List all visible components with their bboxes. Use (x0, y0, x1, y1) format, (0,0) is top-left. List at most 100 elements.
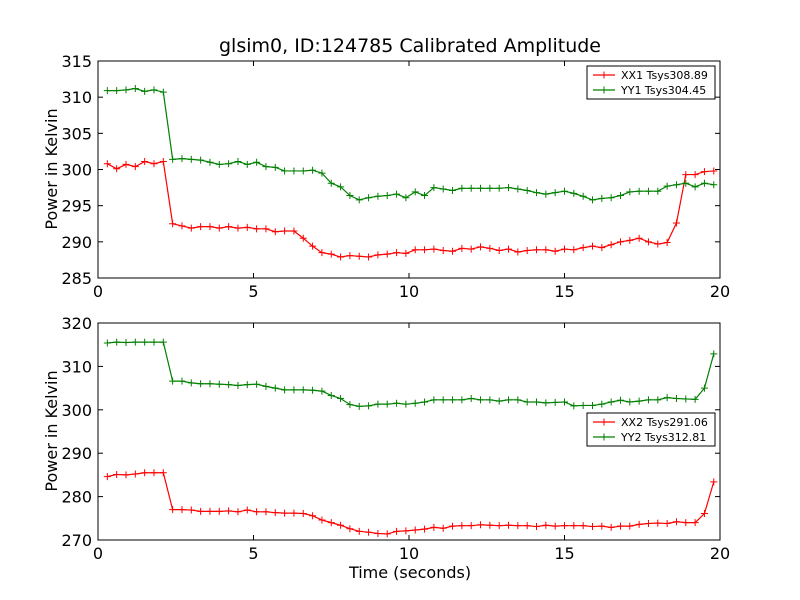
legend-label: YY1 Tsys304.45 (620, 84, 706, 97)
data-point (449, 247, 457, 255)
data-point (365, 528, 373, 536)
data-point (290, 386, 298, 394)
data-point (243, 506, 251, 514)
data-point (187, 224, 195, 232)
data-point (672, 395, 680, 403)
legend-label: YY2 Tsys312.81 (620, 431, 706, 444)
data-point (337, 183, 345, 191)
data-point (477, 243, 485, 251)
data-point (197, 223, 205, 231)
series-markers-2 (103, 84, 718, 204)
data-point (150, 469, 158, 477)
data-point (523, 398, 531, 406)
y-tick-label: 310 (61, 88, 92, 107)
data-point (393, 399, 401, 407)
data-point (598, 522, 606, 530)
data-point (113, 338, 121, 346)
data-point (346, 401, 354, 409)
data-point (411, 188, 419, 196)
legend-item-2: YY1 Tsys304.45 (593, 84, 706, 97)
data-point (122, 160, 130, 168)
data-point (131, 163, 139, 171)
data-point (523, 522, 531, 530)
data-point (458, 522, 466, 530)
data-point (672, 219, 680, 227)
data-point (169, 506, 177, 514)
data-point (616, 192, 624, 200)
data-point (113, 470, 121, 478)
data-point (309, 386, 317, 394)
data-point (337, 521, 345, 529)
data-point (159, 88, 167, 96)
data-point (626, 236, 634, 244)
data-point (150, 86, 158, 94)
data-point (588, 196, 596, 204)
data-point (197, 507, 205, 515)
data-point (570, 246, 578, 254)
data-point (495, 397, 503, 405)
data-point (588, 523, 596, 531)
data-point (700, 179, 708, 187)
data-point (103, 87, 111, 95)
data-point (225, 381, 233, 389)
data-point (365, 253, 373, 261)
data-point (467, 245, 475, 253)
y-tick-label: 310 (61, 357, 92, 376)
data-point (383, 400, 391, 408)
y-tick-label: 270 (61, 531, 92, 550)
data-point (458, 244, 466, 252)
data-point (374, 529, 382, 537)
data-point (225, 160, 233, 168)
data-point (215, 224, 223, 232)
data-point (253, 508, 261, 516)
data-point (299, 510, 307, 518)
data-point (635, 397, 643, 405)
data-point (374, 251, 382, 259)
data-point (243, 160, 251, 168)
data-point (561, 398, 568, 406)
y-tick-label: 280 (61, 488, 92, 507)
data-point (579, 192, 587, 200)
data-point (542, 190, 550, 198)
data-point (337, 395, 345, 403)
data-point (309, 512, 317, 520)
data-point (150, 160, 158, 168)
data-point (514, 185, 522, 193)
plot-area-bottom: 0 5 10 15 20 270 280 290 300 310 320 XX2 Tsys291.06… (61, 314, 730, 563)
data-point (206, 158, 214, 166)
data-point (477, 521, 485, 529)
data-point (290, 227, 298, 235)
data-point (644, 187, 652, 195)
data-point (533, 246, 541, 254)
data-point (225, 507, 233, 515)
data-point (663, 182, 671, 190)
x-tick-label: 15 (554, 544, 574, 563)
data-point (523, 186, 531, 194)
data-point (663, 239, 671, 247)
data-point (262, 382, 270, 390)
data-point (710, 167, 718, 175)
data-point (159, 158, 167, 166)
data-point (262, 225, 270, 233)
data-point (355, 196, 363, 204)
data-point (439, 524, 447, 532)
data-point (486, 184, 494, 192)
data-point (700, 384, 708, 392)
data-point (542, 246, 550, 254)
data-point (365, 402, 373, 410)
legend-label: XX1 Tsys308.89 (621, 69, 708, 82)
data-point (131, 84, 139, 92)
data-point (486, 244, 494, 252)
data-point (234, 158, 242, 166)
data-point (616, 522, 624, 530)
data-point (449, 186, 457, 194)
data-point (710, 181, 718, 189)
data-point (271, 384, 279, 392)
legend-item-1: XX2 Tsys291.06 (593, 416, 708, 429)
data-point (514, 396, 522, 404)
data-point (682, 171, 690, 179)
data-point (299, 386, 307, 394)
y-axis-label-top: Power in Kelvin (42, 108, 61, 229)
data-point (654, 240, 662, 248)
